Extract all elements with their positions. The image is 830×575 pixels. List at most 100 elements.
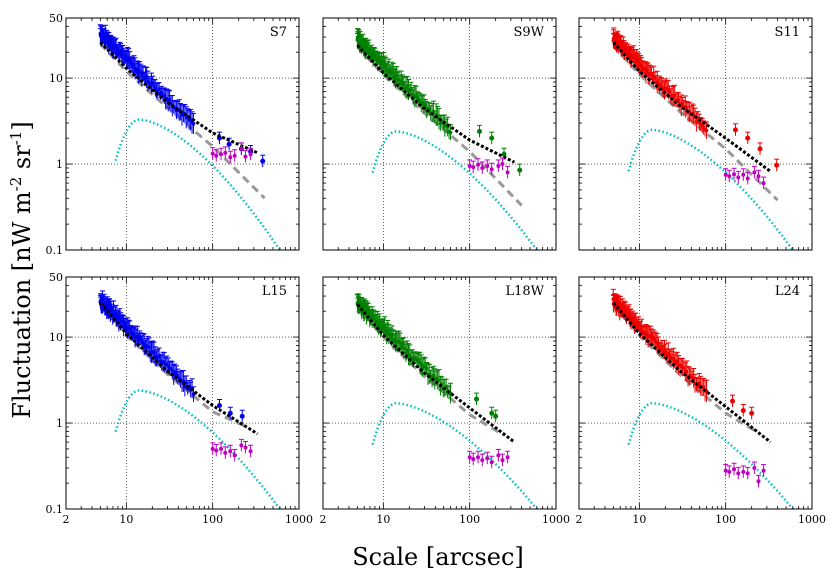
magenta-point: [745, 176, 750, 181]
magenta-point: [752, 170, 757, 175]
data-point: [260, 158, 266, 164]
data-point: [217, 402, 223, 408]
magenta-point: [500, 162, 505, 167]
y-tick-label: 10: [49, 331, 63, 344]
magenta-point: [219, 152, 224, 157]
magenta-point: [239, 146, 244, 151]
magenta-point: [736, 175, 741, 180]
magenta-point: [214, 153, 219, 158]
y-tick-label: 50: [49, 12, 63, 25]
magenta-point: [476, 162, 481, 167]
x-tick-label: 100: [202, 513, 223, 526]
magenta-point: [761, 468, 766, 473]
magenta-point: [485, 163, 490, 168]
data-point: [501, 151, 507, 157]
magenta-point: [232, 453, 237, 458]
magenta-point: [496, 453, 501, 458]
magenta-point: [756, 479, 761, 484]
magenta-point: [500, 458, 505, 463]
magenta-point: [214, 448, 219, 453]
panels-group: S7 0.1 1 10 50 S9W S11 L15 2 10 100 1000 0.1 1 10 50 L18…: [46, 12, 827, 526]
magenta-point: [232, 153, 237, 158]
data-point: [489, 135, 495, 141]
panel-label: L15: [262, 284, 287, 299]
x-tick-label: 2: [320, 513, 327, 526]
panel-frame: [322, 276, 557, 510]
data-point: [745, 135, 751, 141]
magenta-point: [496, 163, 501, 168]
x-tick-label: 1000: [285, 513, 313, 526]
data-point: [730, 398, 736, 404]
magenta-point: [761, 181, 766, 186]
data-point: [437, 378, 441, 383]
black-model-curve: [99, 301, 259, 436]
panel-frame: [578, 276, 813, 510]
panel-label: S11: [775, 25, 800, 40]
magenta-point: [741, 469, 746, 474]
magenta-point: [219, 446, 224, 451]
panel-content: [354, 28, 539, 250]
magenta-point: [727, 174, 732, 179]
magenta-point: [480, 165, 485, 170]
gray-model-curve: [99, 303, 248, 429]
x-tick-label: 10: [632, 513, 646, 526]
gray-model-curve: [612, 44, 779, 202]
magenta-point: [745, 471, 750, 476]
black-model-curve: [612, 41, 772, 173]
y-tick-label: 1: [56, 158, 63, 171]
x-tick-label: 1000: [542, 513, 570, 526]
y-tick-label: 0.1: [46, 503, 64, 516]
data-point: [701, 385, 706, 390]
black-model-curve: [356, 303, 516, 444]
magenta-point: [505, 170, 510, 175]
black-model-curve: [99, 41, 259, 155]
magenta-point: [732, 172, 737, 177]
y-tick-label: 50: [49, 271, 63, 284]
black-model-curve: [356, 44, 516, 164]
data-point: [740, 407, 746, 413]
panel-l15: L15 2 10 100 1000 0.1 1 10 50: [46, 271, 314, 526]
panel-frame: [322, 17, 557, 251]
data-point: [733, 127, 739, 133]
panel-content: [97, 290, 282, 509]
magenta-point: [223, 150, 228, 155]
y-tick-label: 1: [56, 417, 63, 430]
magenta-point: [727, 469, 732, 474]
magenta-point: [467, 455, 472, 460]
magenta-point: [741, 172, 746, 177]
magenta-point: [489, 460, 494, 465]
magenta-point: [480, 458, 485, 463]
x-tick-label: 100: [715, 513, 736, 526]
cyan-model-curve: [627, 401, 795, 509]
data-point: [477, 128, 483, 134]
magenta-point: [228, 449, 233, 454]
gray-model-curve: [356, 45, 523, 207]
magenta-point: [471, 165, 476, 170]
black-model-curve: [612, 301, 772, 444]
panel-s11: S11: [578, 17, 813, 251]
panel-frame: [578, 17, 813, 251]
data-point: [704, 128, 709, 133]
data-point: [517, 167, 523, 173]
cyan-model-curve: [114, 118, 282, 250]
data-point: [749, 410, 755, 416]
data-point: [191, 121, 196, 126]
panel-l24: L24 2 10 100 1000: [576, 276, 826, 526]
x-tick-label: 2: [576, 513, 583, 526]
cyan-model-curve: [114, 389, 282, 509]
data-point: [239, 413, 245, 419]
panel-frame: [65, 276, 300, 510]
panel-frame: [65, 17, 300, 251]
magenta-point: [489, 167, 494, 172]
panel-content: [354, 293, 539, 509]
magenta-point: [243, 154, 248, 159]
magenta-point: [756, 174, 761, 179]
cyan-model-curve: [371, 130, 539, 250]
data-point: [694, 119, 699, 124]
magenta-point: [248, 152, 253, 157]
x-tick-label: 100: [459, 513, 480, 526]
magenta-point: [243, 445, 248, 450]
magenta-point: [505, 455, 510, 460]
x-tick-label: 2: [63, 513, 70, 526]
